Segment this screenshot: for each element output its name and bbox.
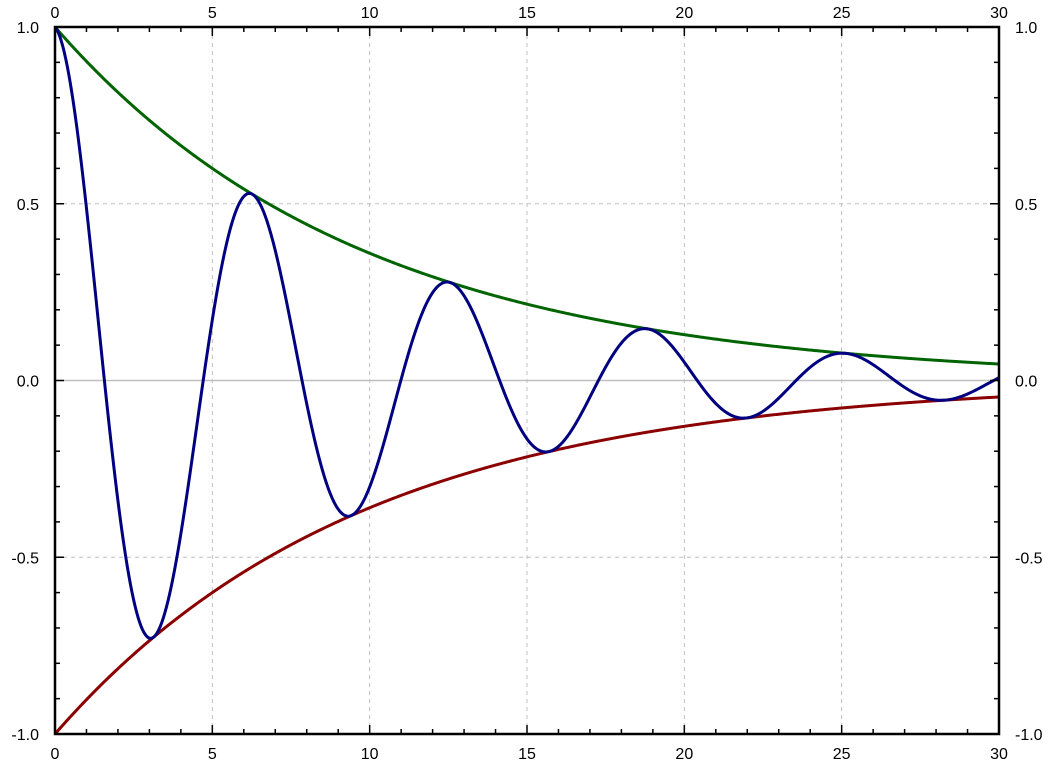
x-tick-label-bottom: 15 [518, 746, 536, 763]
y-tick-label-right: 0.0 [1015, 374, 1037, 391]
x-tick-label-bottom: 10 [361, 746, 379, 763]
x-tick-label-bottom: 20 [675, 746, 693, 763]
x-tick-label-top: 30 [990, 5, 1008, 22]
y-tick-label-right: 0.5 [1015, 197, 1037, 214]
y-tick-label-right: -0.5 [1015, 550, 1043, 567]
x-tick-label-top: 10 [361, 5, 379, 22]
y-tick-label-left: -0.5 [11, 550, 39, 567]
y-tick-label-right: 1.0 [1015, 20, 1037, 37]
x-tick-label-top: 15 [518, 5, 536, 22]
series-line-damped-oscillation [53, 26, 1000, 640]
y-tick-label-left: 0.5 [17, 197, 39, 214]
y-tick-label-left: -1.0 [11, 727, 39, 744]
x-tick-label-bottom: 0 [51, 746, 60, 763]
x-tick-label-bottom: 5 [208, 746, 217, 763]
x-tick-label-top: 25 [833, 5, 851, 22]
x-tick-label-top: 0 [51, 5, 60, 22]
series-layer [53, 26, 1000, 735]
plot-frame [53, 25, 1001, 736]
x-tick-label-bottom: 25 [833, 746, 851, 763]
x-tick-label-top: 5 [208, 5, 217, 22]
x-tick-label-bottom: 30 [990, 746, 1008, 763]
y-tick-label-right: -1.0 [1015, 727, 1043, 744]
y-tick-label-left: 1.0 [17, 20, 39, 37]
tick-labels: 0 0 5 5 10 10 15 15 20 20 25 25 30 30 -1.0 -1.0 -0.5 -0.5… [11, 5, 1042, 763]
x-tick-label-top: 20 [675, 5, 693, 22]
series-line-lower-envelope [53, 395, 1000, 735]
y-tick-label-left: 0.0 [17, 374, 39, 391]
